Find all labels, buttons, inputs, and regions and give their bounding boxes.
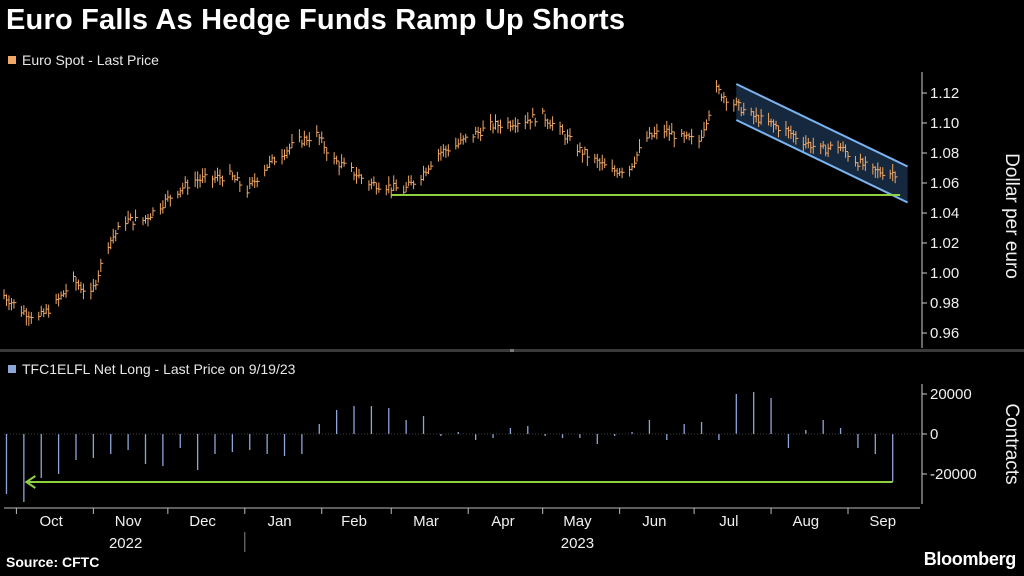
price-legend-swatch: [8, 56, 16, 64]
x-axis-year-label: 2023: [561, 535, 594, 552]
price-y-tick-label: 1.00: [930, 265, 959, 282]
chart-title: Euro Falls As Hedge Funds Ramp Up Shorts: [6, 4, 626, 36]
x-axis-month-label: Aug: [792, 513, 819, 530]
positions-legend-label: TFC1ELFL Net Long - Last Price on 9/19/2…: [22, 361, 296, 377]
positions-y-tick-label: 20000: [930, 386, 972, 403]
x-axis-month-label: Dec: [189, 513, 216, 530]
panel-divider-handle: [510, 349, 514, 352]
x-axis-month-label: Jun: [642, 513, 666, 530]
positions-y-tick-label: 0: [930, 426, 938, 443]
source-note: Source: CFTC: [6, 554, 100, 570]
price-y-tick-label: 1.10: [930, 115, 959, 132]
price-y-tick-label: 1.12: [930, 85, 959, 102]
bloomberg-logo: Bloomberg: [923, 549, 1017, 569]
x-axis-month-label: Jul: [719, 513, 738, 530]
price-y-axis-label: Dollar per euro: [1001, 153, 1022, 279]
trend-channel-upper: [735, 83, 909, 168]
x-axis-month-label: Feb: [341, 513, 367, 530]
x-axis-month-label: Nov: [115, 513, 142, 530]
positions-legend-swatch: [8, 365, 16, 373]
x-axis-year-label: 2022: [109, 535, 142, 552]
x-axis-month-label: Apr: [491, 513, 514, 530]
price-y-tick-label: 1.04: [930, 205, 959, 222]
x-axis-month-label: Oct: [39, 513, 63, 530]
price-legend: Euro Spot - Last Price: [8, 52, 159, 68]
positions-y-axis-label: Contracts: [1001, 403, 1022, 484]
price-y-tick-label: 1.06: [930, 175, 959, 192]
trend-channel-fill: [736, 84, 908, 203]
x-axis-month-label: Mar: [413, 513, 439, 530]
price-y-tick-label: 0.96: [930, 325, 959, 342]
price-y-tick-label: 1.02: [930, 235, 959, 252]
positions-legend: TFC1ELFL Net Long - Last Price on 9/19/2…: [8, 361, 295, 377]
price-y-tick-label: 1.08: [930, 145, 959, 162]
price-y-tick-label: 0.98: [930, 295, 959, 312]
trend-channel-lower: [735, 119, 909, 204]
positions-arrow-head: [24, 475, 36, 489]
x-axis-month-label: May: [563, 513, 592, 530]
price-legend-label: Euro Spot - Last Price: [22, 52, 159, 68]
x-axis-month-label: Jan: [267, 513, 291, 530]
x-axis-month-label: Sep: [869, 513, 896, 530]
positions-y-tick-label: -20000: [930, 466, 977, 483]
